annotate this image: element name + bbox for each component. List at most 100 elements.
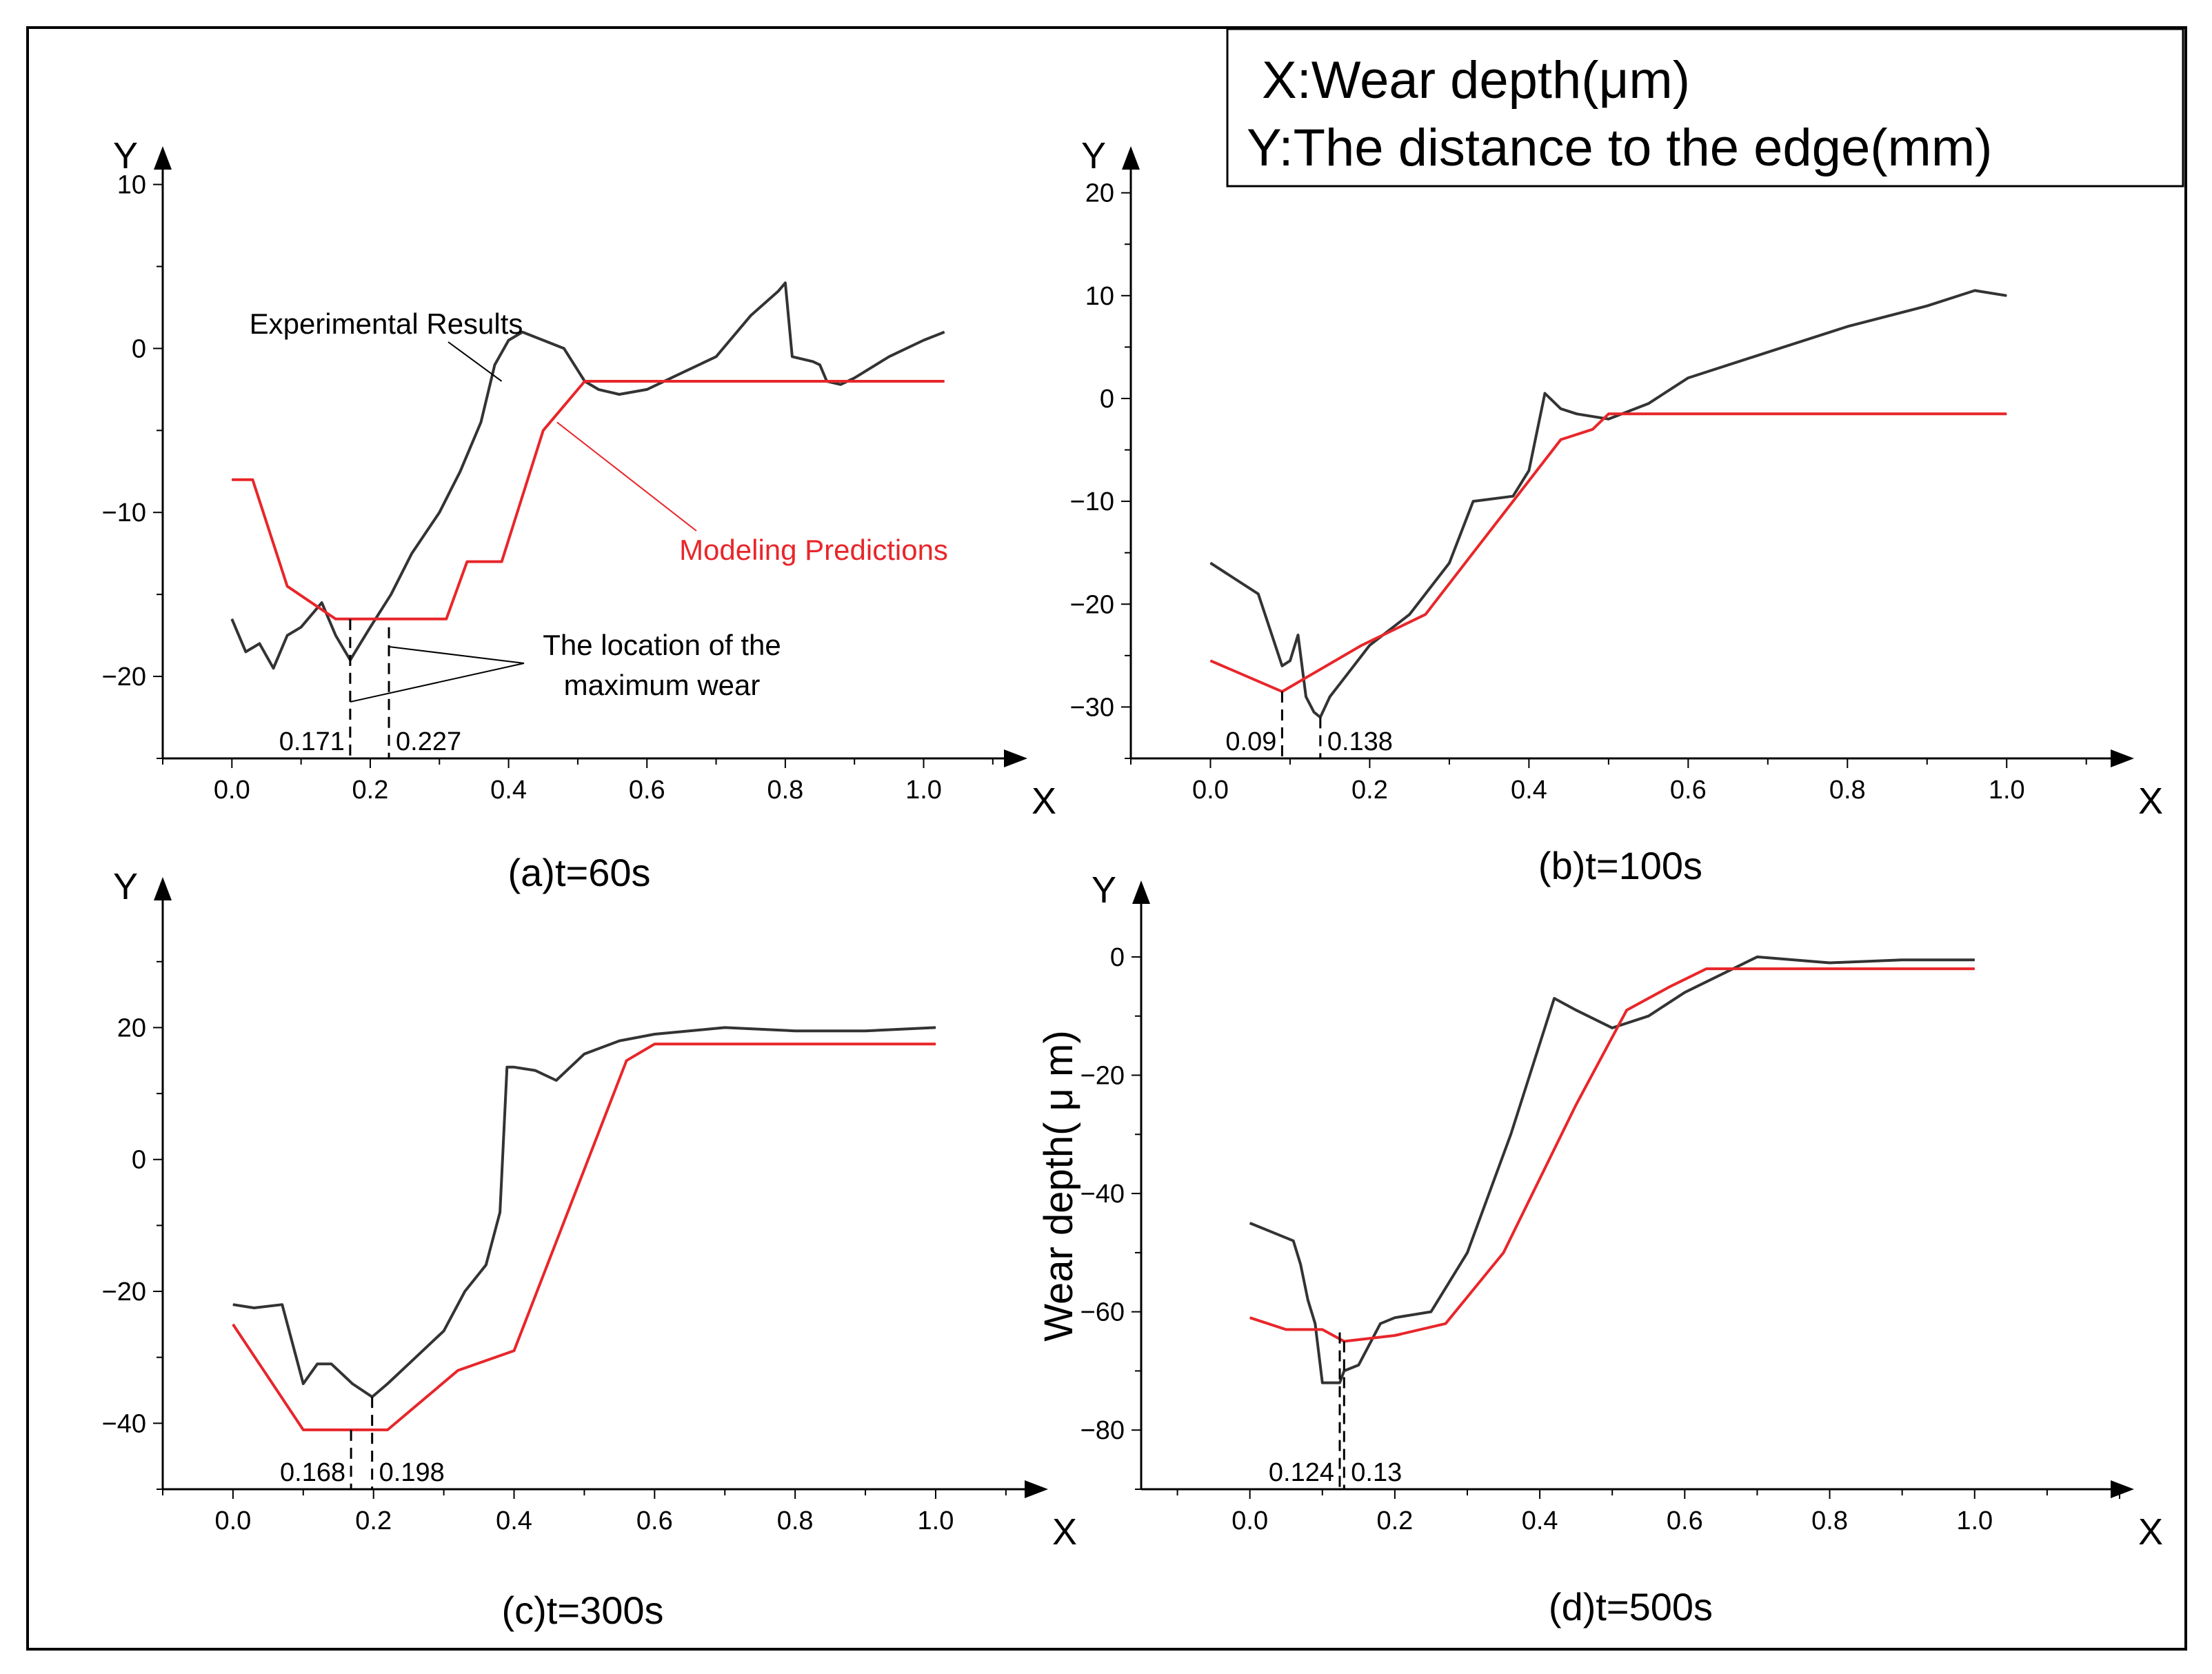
panel-c: X Y 0.0 0.2 0.4 0.6 0.8 1.0 20 0 −20 −40 0.168 0.198 (…: [102, 866, 1078, 1632]
panel-caption: (b)t=100s: [1538, 844, 1702, 887]
max-wear-annotation-leader-1: [350, 663, 525, 703]
y-tick-label: −20: [1080, 1062, 1125, 1091]
model-point: [335, 618, 336, 620]
experimental-results-annotation: Experimental Results: [250, 307, 523, 340]
experimental-point: [1322, 1382, 1323, 1384]
modeling-predictions-line: [1209, 412, 2007, 694]
experimental-point: [563, 347, 565, 349]
x-axis-label: X: [2138, 1511, 2163, 1553]
model-point: [1592, 429, 1593, 430]
experimental-point: [439, 512, 440, 513]
panel-d: X Y 0.0 0.2 0.4 0.6 0.8 1.0 0 −20 −40 −60 −80 0.124 0.…: [1036, 869, 2163, 1628]
max-wear-marker-label: 0.227: [396, 727, 461, 756]
model-point: [1473, 552, 1474, 554]
experimental-point: [281, 1304, 283, 1305]
max-wear-marker-label: 0.168: [280, 1458, 345, 1487]
y-tick-label: −30: [1070, 693, 1114, 722]
y-axis-arrow: [154, 877, 172, 900]
y-tick-label: −60: [1080, 1298, 1125, 1327]
experimental-point: [459, 471, 461, 472]
model-point: [501, 561, 503, 563]
experimental-point: [390, 594, 392, 595]
y-tick-label: −10: [102, 498, 146, 527]
x-tick-label: 0.8: [767, 776, 803, 805]
experimental-point: [1271, 1231, 1272, 1233]
x-axis-label: X: [1052, 1511, 1077, 1553]
x-tick-label: 0.4: [490, 776, 527, 805]
experimental-point: [681, 372, 682, 374]
max-wear-marker-label: 0.171: [279, 727, 345, 756]
model-point: [1503, 1252, 1505, 1253]
x-tick-label: 0.2: [1376, 1506, 1413, 1535]
x-tick-label: 1.0: [1989, 776, 2025, 805]
y-tick-label: 0: [132, 1146, 146, 1175]
experimental-point: [1440, 573, 1442, 574]
model-point: [287, 585, 288, 587]
panel-caption: (c)t=300s: [502, 1589, 664, 1632]
y-tick-label: 20: [1085, 179, 1114, 208]
experimental-point: [1289, 660, 1291, 661]
experimental-point: [1473, 501, 1474, 502]
experimental-point: [1847, 326, 1848, 327]
y-axis-label: Y: [113, 135, 138, 177]
x-tick-label: 0.0: [1192, 776, 1229, 805]
experimental-point: [654, 1033, 655, 1035]
x-tick-label: 0.6: [636, 1506, 673, 1535]
experimental-point: [1358, 1364, 1359, 1366]
x-axis-label: X: [1032, 780, 1056, 822]
experimental-point: [1281, 665, 1283, 667]
x-tick-label: 0.0: [214, 776, 250, 805]
model-point: [1445, 1323, 1446, 1324]
model-point: [1560, 439, 1562, 441]
wear-depth-side-label: Wear depth( μ m): [1036, 1030, 1081, 1341]
y-tick-label: −10: [1070, 487, 1114, 516]
model-point: [445, 618, 447, 620]
max-wear-marker-label: 0.198: [379, 1458, 445, 1487]
experimental-point: [1314, 1323, 1316, 1324]
x-tick-label: 0.4: [496, 1506, 532, 1535]
x-axis-arrow: [2111, 1480, 2134, 1498]
experimental-point: [1560, 408, 1562, 410]
experimental-point: [1756, 956, 1758, 958]
y-tick-label: −20: [102, 663, 146, 692]
experimental-point: [812, 361, 814, 362]
experimental-point: [619, 1040, 620, 1042]
experimental-point: [1305, 696, 1307, 698]
model-point: [1285, 1329, 1287, 1330]
model-point: [1322, 1329, 1323, 1330]
modeling-predictions-line: [1249, 967, 1975, 1343]
panel-a: X Y 0.0 0.2 0.4 0.6 0.8 1.0 10 0 −10 −20 0.171 0.227 (…: [102, 135, 1057, 894]
legend-x-definition: X:Wear depth(μm): [1262, 51, 1690, 110]
y-tick-label: −20: [102, 1278, 146, 1307]
x-tick-label: 0.2: [1351, 776, 1388, 805]
experimental-point: [352, 1383, 353, 1384]
x-tick-label: 0.6: [629, 776, 665, 805]
experimental-point: [499, 1211, 501, 1213]
model-point: [626, 1060, 627, 1061]
experimental-point: [232, 1304, 234, 1305]
experimental-point: [619, 394, 620, 395]
y-axis-label: Y: [1081, 135, 1106, 177]
model-point: [457, 1370, 459, 1371]
experimental-point: [750, 315, 752, 316]
modeling-predictions-line: [232, 1042, 936, 1431]
experimental-point: [1409, 614, 1410, 615]
experimental-annotation-leader: [448, 341, 503, 382]
experimental-point: [534, 1070, 536, 1071]
legend-box-frame: [1226, 28, 2184, 188]
experimental-results-line: [232, 1026, 936, 1399]
x-axis-label: X: [2138, 780, 2163, 822]
x-axis-arrow: [1004, 749, 1027, 767]
experimental-point: [1611, 1027, 1613, 1029]
x-tick-label: 0.2: [355, 1506, 392, 1535]
x-tick-label: 0.8: [777, 1506, 814, 1535]
figure-frame: [26, 26, 2187, 1651]
x-axis-arrow: [2111, 749, 2134, 767]
model-point: [252, 479, 253, 481]
model-point: [654, 1043, 655, 1045]
modeling-predictions-annotation: Modeling Predictions: [679, 534, 948, 566]
x-axis-arrow: [1025, 1480, 1048, 1498]
experimental-results-line: [1209, 289, 2007, 719]
y-axis-arrow: [1122, 146, 1140, 170]
